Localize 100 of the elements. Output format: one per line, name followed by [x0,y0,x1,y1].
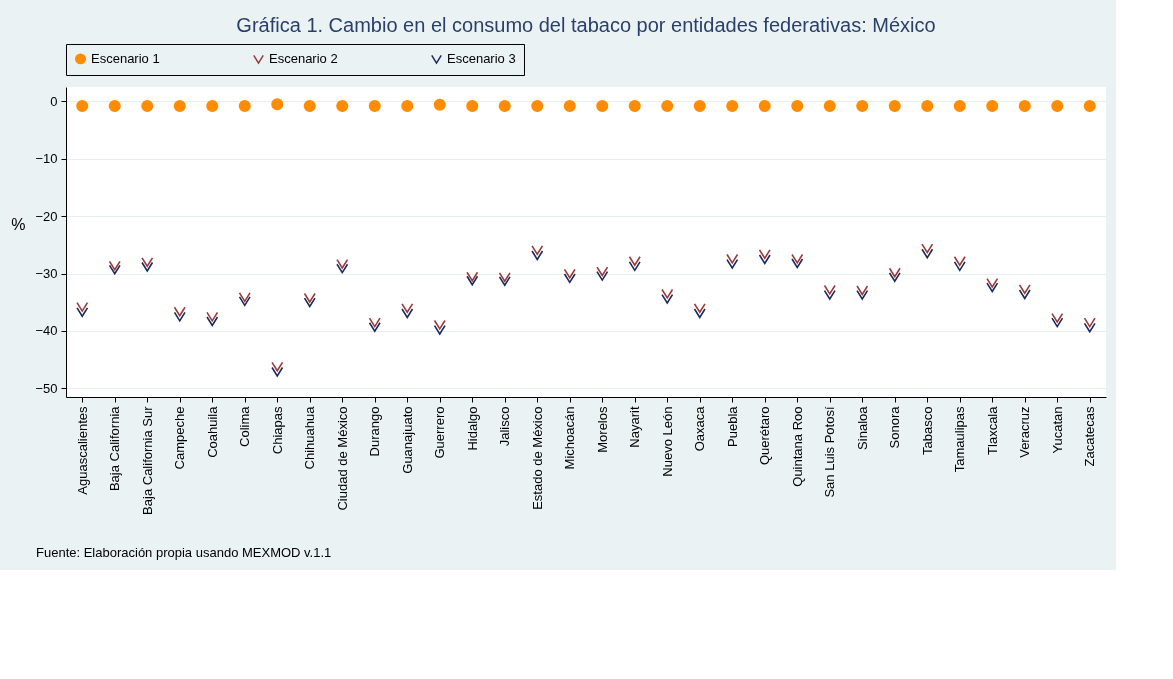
point [823,284,836,295]
point [726,253,739,264]
point [628,255,641,266]
x-tick-label: Coahuila [204,405,220,458]
x-tick-label: Yucatan [1049,406,1065,454]
point [76,301,89,312]
point [986,99,999,112]
point [173,99,186,112]
point [108,264,121,275]
y-tick-label: −30 [35,266,58,282]
point [368,321,381,332]
point [888,99,901,112]
point [336,263,349,274]
point [498,272,511,283]
point [693,303,706,314]
x-tick-label: Michoacán [562,406,578,470]
point [888,267,901,278]
point [206,316,219,327]
source-note: Fuente: Elaboración propia usando MEXMOD v.1.1 [36,545,332,560]
point [368,317,381,328]
point [856,285,869,296]
point [271,366,284,377]
point [563,273,576,284]
x-tick-label: Campeche [172,406,188,470]
point [758,254,771,265]
x-tick-label: Estado de México [529,406,545,510]
point [271,98,284,111]
point [238,296,251,307]
x-tick-label: Aguascalientes [74,406,90,495]
x-tick-label: Durango [367,406,383,457]
point [726,99,739,112]
point [466,99,479,112]
x-tick-label: Chihuahua [302,405,318,470]
x-tick-label: Baja California [107,405,123,492]
x-tick-label: Colima [237,405,253,447]
legend-label: Escenario 3 [447,51,516,67]
point [303,292,316,303]
point [76,99,89,112]
y-tick-label: −20 [35,208,58,224]
point [986,277,999,288]
point [433,319,446,330]
x-tick-label: Nayarit [627,406,643,448]
x-tick-label: Jalisco [497,406,513,447]
point [628,99,641,112]
y-tick-label: 0 [50,93,58,109]
point [661,293,674,304]
point [758,99,771,112]
x-tick-label: Chiapas [269,406,285,455]
point [466,271,479,282]
point [1083,99,1096,112]
legend-label: Escenario 1 [91,50,160,66]
point [986,282,999,293]
point [141,257,154,268]
point [791,99,804,112]
x-tick-label: Sonora [887,405,903,449]
point [1051,317,1064,328]
y-tick-label: −10 [35,151,58,167]
point [303,99,316,112]
point [693,99,706,112]
point [791,253,804,264]
point [498,276,511,287]
point [661,288,674,299]
point [953,261,966,272]
point [888,272,901,283]
x-tick-label: Querétaro [757,406,773,466]
point [303,297,316,308]
x-tick-label: Sinaloa [854,405,870,450]
chart-title: Gráfica 1. Cambio en el consumo del tabaco por entidades federativas: México [236,13,936,36]
x-tick-label: Nuevo León [659,406,675,477]
point [401,308,414,319]
x-tick-label: Tamaulipas [952,406,968,473]
point [271,361,284,372]
point [466,275,479,286]
y-tick-label: −40 [35,323,58,339]
point [1018,99,1031,112]
point [1018,289,1031,300]
point [173,311,186,322]
point [693,308,706,319]
point [108,260,121,271]
point [108,99,121,112]
point [336,99,349,112]
point [531,99,544,112]
point [1051,99,1064,112]
legend-label: Escenario 2 [269,51,338,67]
point [238,99,251,112]
point [596,99,609,112]
y-tick-label: −50 [35,380,58,396]
point [1018,284,1031,295]
point [921,248,934,259]
point [206,311,219,322]
point [531,245,544,256]
point [856,99,869,112]
point [401,303,414,314]
x-tick-label: Guerrero [432,406,448,459]
point [856,289,869,300]
point [823,99,836,112]
point [758,249,771,260]
point [336,258,349,269]
point [823,289,836,300]
point [401,99,414,112]
